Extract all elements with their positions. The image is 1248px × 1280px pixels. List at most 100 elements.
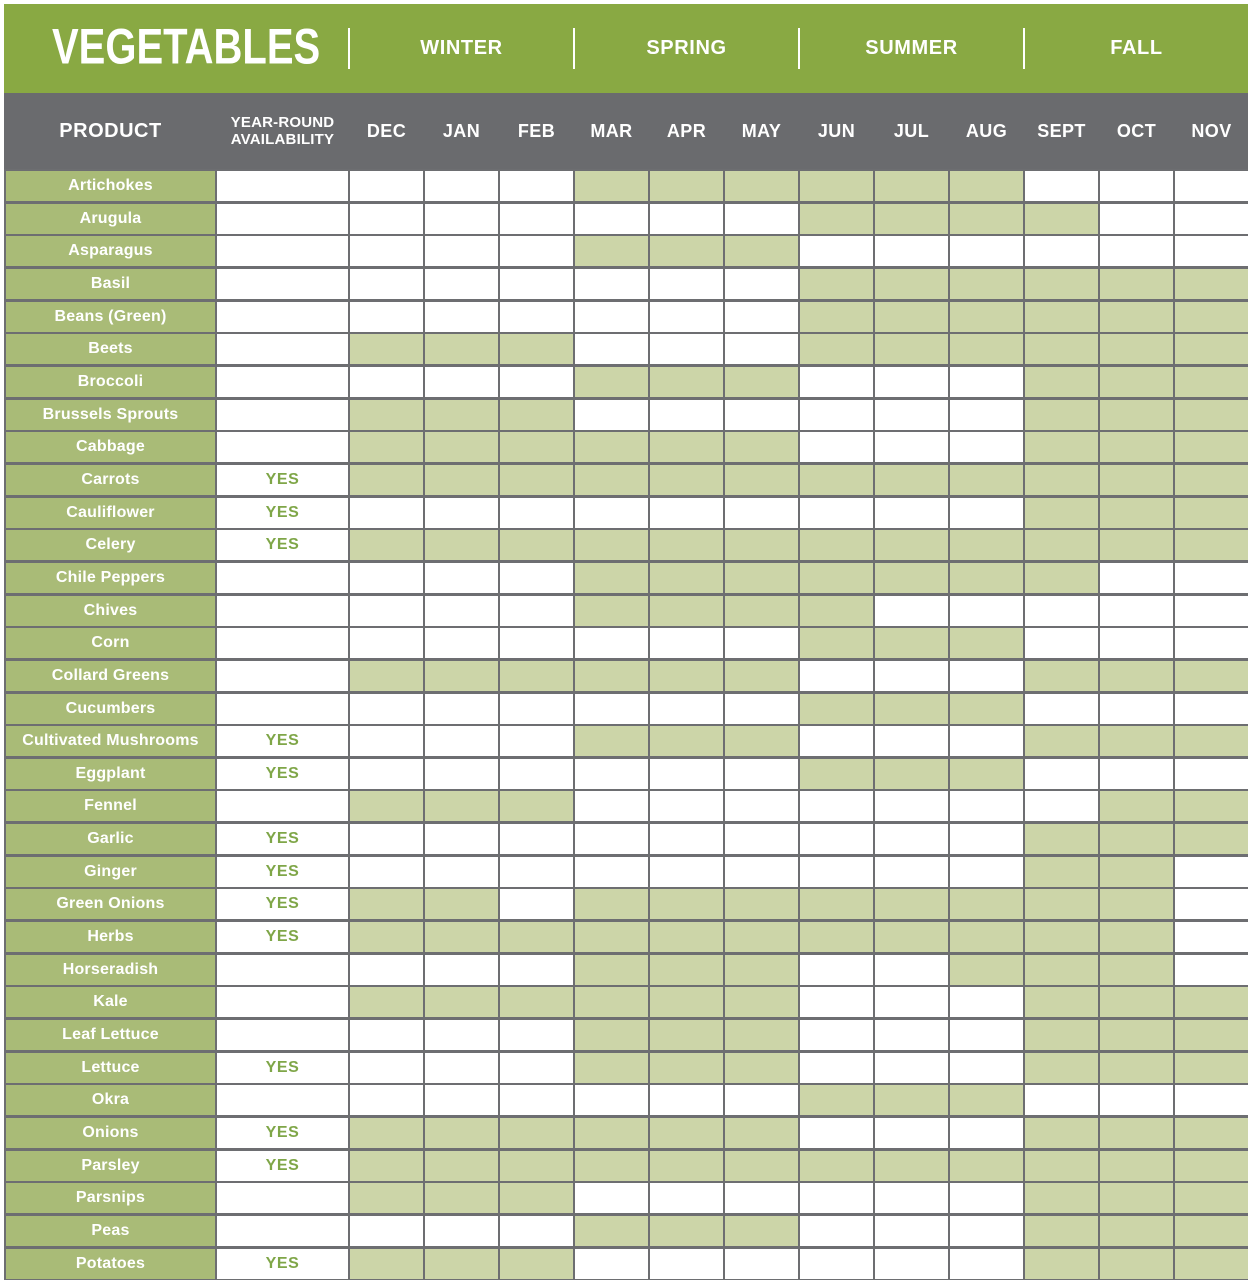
availability-cell-garlic-may	[725, 824, 798, 855]
availability-cell-eggplant-apr	[650, 758, 723, 789]
availability-cell-broccoli-jul	[875, 366, 948, 397]
availability-cell-carrots-feb	[500, 464, 573, 495]
year-round-cell-basil	[217, 268, 348, 299]
availability-cell-carrots-apr	[650, 464, 723, 495]
availability-cell-lettuce-oct	[1100, 1052, 1173, 1083]
availability-cell-cucumbers-nov	[1175, 693, 1248, 724]
month-header-may: MAY	[741, 120, 782, 141]
availability-cell-ginger-sept	[1025, 856, 1098, 887]
availability-cell-basil-sept	[1025, 268, 1098, 299]
availability-cell-potatoes-aug	[950, 1248, 1023, 1279]
availability-cell-potatoes-jun	[800, 1248, 873, 1279]
availability-cell-parsley-sept	[1025, 1150, 1098, 1181]
availability-cell-peas-jan	[425, 1216, 498, 1246]
year-round-cell-carrots: YES	[217, 464, 348, 495]
availability-cell-beets-aug	[950, 334, 1023, 365]
availability-cell-green-onions-nov	[1175, 889, 1248, 920]
year-round-cell-fennel	[217, 791, 348, 822]
availability-cell-carrots-jan	[425, 464, 498, 495]
availability-cell-leaf-lettuce-nov	[1175, 1020, 1248, 1051]
availability-cell-onions-jul	[875, 1118, 948, 1149]
availability-cell-cucumbers-apr	[650, 693, 723, 724]
availability-cell-cabbage-feb	[500, 432, 573, 463]
availability-cell-ginger-dec	[350, 856, 423, 887]
availability-cell-leaf-lettuce-jun	[800, 1020, 873, 1051]
availability-cell-okra-sept	[1025, 1085, 1098, 1116]
availability-cell-beans-green-jun	[800, 301, 873, 332]
year-round-cell-garlic: YES	[217, 824, 348, 855]
availability-cell-eggplant-feb	[500, 758, 573, 789]
availability-grid: Artichokes Arugula Asparagus Basil Beans (Gr…	[4, 169, 1248, 1280]
availability-cell-cauliflower-sept	[1025, 497, 1098, 528]
season-header: VEGETABLES WINTER SPRING SUMMER FALL	[4, 4, 1248, 93]
availability-cell-collard-greens-sept	[1025, 660, 1098, 691]
availability-cell-carrots-oct	[1100, 464, 1173, 495]
availability-cell-parsnips-aug	[950, 1183, 1023, 1214]
availability-cell-cucumbers-jun	[800, 693, 873, 724]
availability-cell-chives-jun	[800, 595, 873, 626]
month-header-jan: JAN	[442, 120, 481, 141]
availability-cell-garlic-aug	[950, 824, 1023, 855]
availability-cell-corn-feb	[500, 628, 573, 659]
availability-cell-onions-mar	[575, 1118, 648, 1149]
month-header-jul: JUL	[893, 120, 930, 141]
availability-cell-carrots-aug	[950, 464, 1023, 495]
availability-cell-basil-mar	[575, 268, 648, 299]
availability-cell-asparagus-dec	[350, 236, 423, 267]
product-name-cell-potatoes: Potatoes	[6, 1248, 215, 1279]
availability-cell-potatoes-jul	[875, 1248, 948, 1279]
availability-cell-chives-oct	[1100, 595, 1173, 626]
availability-cell-ginger-feb	[500, 856, 573, 887]
availability-cell-artichokes-aug	[950, 171, 1023, 201]
availability-cell-broccoli-feb	[500, 366, 573, 397]
availability-cell-beets-mar	[575, 334, 648, 365]
availability-cell-horseradish-sept	[1025, 954, 1098, 985]
availability-cell-artichokes-jul	[875, 171, 948, 201]
year-round-cell-artichokes	[217, 171, 348, 201]
availability-cell-carrots-jul	[875, 464, 948, 495]
availability-cell-corn-nov	[1175, 628, 1248, 659]
availability-cell-cultivated-mushrooms-may	[725, 726, 798, 757]
availability-cell-arugula-mar	[575, 203, 648, 234]
availability-cell-lettuce-jun	[800, 1052, 873, 1083]
product-name-cell-kale: Kale	[6, 987, 215, 1018]
product-name-cell-artichokes: Artichokes	[6, 171, 215, 201]
chart-title: VEGETABLES	[52, 18, 321, 75]
availability-cell-arugula-jun	[800, 203, 873, 234]
availability-cell-ginger-apr	[650, 856, 723, 887]
availability-cell-cauliflower-dec	[350, 497, 423, 528]
availability-cell-collard-greens-jul	[875, 660, 948, 691]
year-round-cell-collard-greens	[217, 660, 348, 691]
availability-cell-beets-nov	[1175, 334, 1248, 365]
availability-cell-asparagus-oct	[1100, 236, 1173, 267]
availability-cell-onions-jun	[800, 1118, 873, 1149]
availability-cell-green-onions-sept	[1025, 889, 1098, 920]
availability-cell-beets-jul	[875, 334, 948, 365]
availability-cell-brussels-sprouts-jun	[800, 399, 873, 430]
availability-cell-green-onions-may	[725, 889, 798, 920]
availability-cell-broccoli-may	[725, 366, 798, 397]
availability-cell-horseradish-jun	[800, 954, 873, 985]
availability-cell-onions-feb	[500, 1118, 573, 1149]
availability-cell-cultivated-mushrooms-sept	[1025, 726, 1098, 757]
availability-cell-horseradish-feb	[500, 954, 573, 985]
availability-cell-horseradish-mar	[575, 954, 648, 985]
availability-cell-basil-jan	[425, 268, 498, 299]
availability-cell-parsnips-apr	[650, 1183, 723, 1214]
availability-cell-beans-green-oct	[1100, 301, 1173, 332]
availability-cell-parsley-feb	[500, 1150, 573, 1181]
availability-cell-beans-green-dec	[350, 301, 423, 332]
availability-cell-lettuce-dec	[350, 1052, 423, 1083]
availability-cell-parsnips-jan	[425, 1183, 498, 1214]
availability-cell-chives-nov	[1175, 595, 1248, 626]
availability-cell-beets-jan	[425, 334, 498, 365]
month-header-aug: AUG	[965, 120, 1008, 141]
availability-cell-parsnips-jun	[800, 1183, 873, 1214]
availability-cell-eggplant-nov	[1175, 758, 1248, 789]
availability-cell-celery-apr	[650, 530, 723, 561]
availability-cell-potatoes-jan	[425, 1248, 498, 1279]
availability-cell-arugula-dec	[350, 203, 423, 234]
availability-cell-peas-apr	[650, 1216, 723, 1246]
availability-cell-collard-greens-aug	[950, 660, 1023, 691]
availability-cell-chile-peppers-sept	[1025, 562, 1098, 593]
